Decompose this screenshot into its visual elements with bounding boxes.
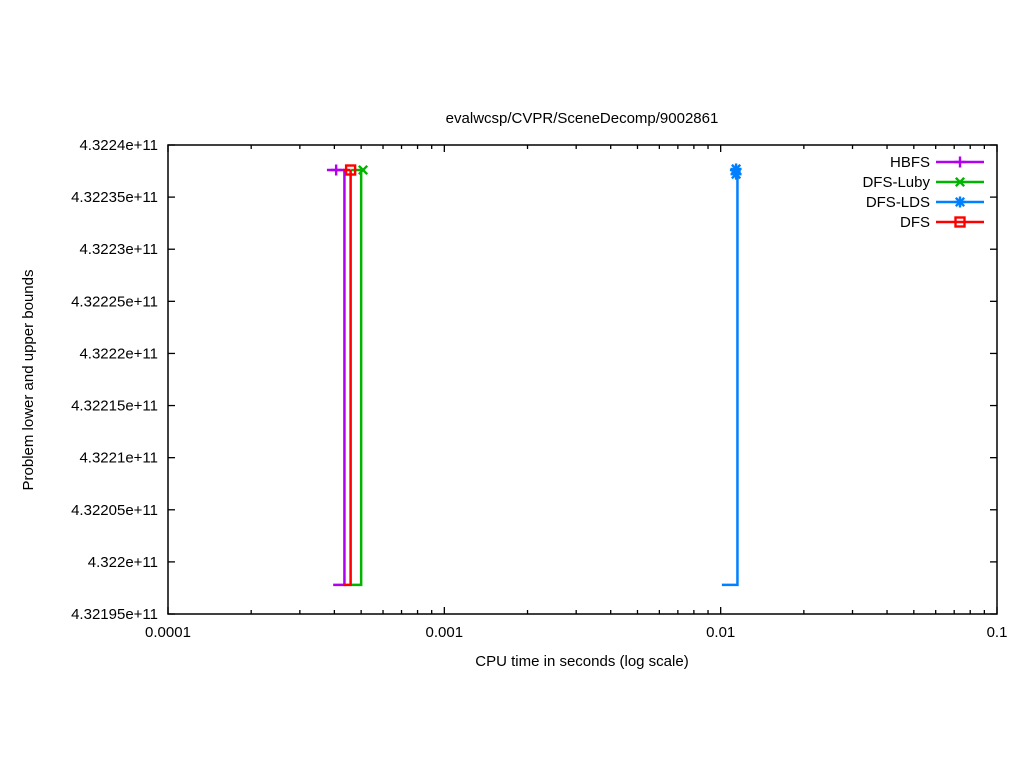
y-tick-label: 4.3224e+11 (79, 137, 158, 154)
cross-marker (954, 176, 966, 188)
y-tick-label: 4.322e+11 (88, 554, 158, 571)
legend-label: DFS-Luby (862, 174, 930, 191)
y-tick-label: 4.3221e+11 (79, 450, 158, 467)
legend-item-DFS-Luby: DFS-Luby (862, 174, 984, 191)
star-marker (954, 196, 966, 208)
legend: HBFS DFS-Luby DFS-LDS DFS (862, 154, 984, 231)
cross-marker (358, 164, 369, 176)
legend-label: DFS-LDS (866, 194, 930, 211)
y-tick-label: 4.32205e+11 (71, 502, 158, 519)
square-open-marker (344, 164, 357, 176)
y-axis-label: Problem lower and upper bounds (20, 270, 37, 491)
chart-title: evalwcsp/CVPR/SceneDecomp/9002861 (446, 110, 719, 127)
legend-label: HBFS (890, 154, 930, 171)
y-tick-label: 4.32195e+11 (71, 606, 158, 623)
lower-bound-line (351, 170, 363, 587)
y-tick-label: 4.32225e+11 (71, 293, 158, 310)
lower-bound-line (343, 170, 352, 587)
series-lines (326, 163, 742, 587)
x-tick-label: 0.001 (426, 624, 464, 641)
plot-border (167, 144, 998, 615)
lower-bound-line (333, 170, 346, 587)
series-DFS (343, 164, 357, 587)
legend-item-DFS: DFS (900, 214, 984, 231)
y-tick-label: 4.3223e+11 (79, 241, 158, 258)
y-tick-label: 4.32235e+11 (71, 189, 158, 206)
y-tick-label: 4.3222e+11 (79, 345, 158, 362)
x-tick-label: 0.1 (987, 624, 1008, 641)
x-tick-label: 0.01 (706, 624, 735, 641)
y-tick-label: 4.32215e+11 (71, 398, 158, 415)
series-DFS-LDS (721, 163, 742, 587)
x-axis-label: CPU time in seconds (log scale) (475, 653, 688, 670)
star-marker (731, 169, 742, 180)
lower-bound-line (721, 170, 739, 587)
square-open-marker (954, 216, 966, 228)
series-HBFS (326, 164, 346, 587)
series-DFS-Luby (351, 164, 369, 587)
legend-item-HBFS: HBFS (890, 154, 984, 171)
axes: 0.0001 0.001 0.01 0.1 4.32195e+11 4.322e+11 4.… (71, 137, 1007, 641)
legend-label: DFS (900, 214, 930, 231)
legend-item-DFS-LDS: DFS-LDS (866, 194, 984, 211)
x-tick-label: 0.0001 (145, 624, 191, 641)
